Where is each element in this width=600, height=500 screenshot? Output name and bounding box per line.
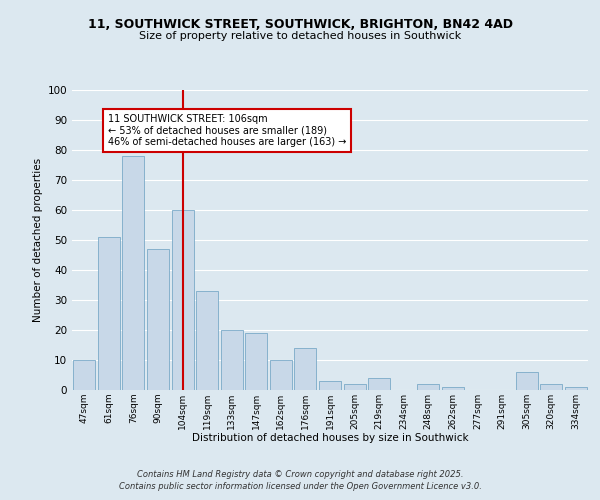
Bar xyxy=(417,384,439,390)
Y-axis label: Number of detached properties: Number of detached properties xyxy=(34,158,43,322)
Bar xyxy=(172,210,194,390)
Bar xyxy=(147,249,169,390)
Bar xyxy=(98,237,120,390)
Bar xyxy=(442,387,464,390)
Bar xyxy=(368,378,390,390)
Bar xyxy=(245,333,268,390)
Bar xyxy=(196,291,218,390)
Bar xyxy=(122,156,145,390)
Bar xyxy=(540,384,562,390)
Bar xyxy=(565,387,587,390)
Bar xyxy=(221,330,243,390)
Text: Size of property relative to detached houses in Southwick: Size of property relative to detached ho… xyxy=(139,31,461,41)
X-axis label: Distribution of detached houses by size in Southwick: Distribution of detached houses by size … xyxy=(191,434,469,444)
Text: 11 SOUTHWICK STREET: 106sqm
← 53% of detached houses are smaller (189)
46% of se: 11 SOUTHWICK STREET: 106sqm ← 53% of det… xyxy=(108,114,346,147)
Bar xyxy=(515,372,538,390)
Text: Contains public sector information licensed under the Open Government Licence v3: Contains public sector information licen… xyxy=(119,482,481,491)
Text: Contains HM Land Registry data © Crown copyright and database right 2025.: Contains HM Land Registry data © Crown c… xyxy=(137,470,463,479)
Bar xyxy=(295,348,316,390)
Bar xyxy=(319,381,341,390)
Text: 11, SOUTHWICK STREET, SOUTHWICK, BRIGHTON, BN42 4AD: 11, SOUTHWICK STREET, SOUTHWICK, BRIGHTO… xyxy=(88,18,512,30)
Bar xyxy=(73,360,95,390)
Bar xyxy=(270,360,292,390)
Bar xyxy=(344,384,365,390)
